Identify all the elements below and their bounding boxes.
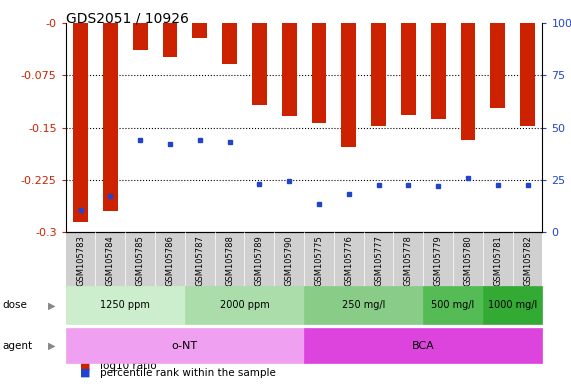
Bar xyxy=(490,23,505,108)
Text: 250 mg/l: 250 mg/l xyxy=(342,300,385,310)
Text: 1250 ppm: 1250 ppm xyxy=(100,300,150,310)
Bar xyxy=(132,23,148,50)
Text: 2000 ppm: 2000 ppm xyxy=(220,300,270,310)
Text: BCA: BCA xyxy=(412,341,435,351)
Bar xyxy=(222,23,237,63)
Bar xyxy=(73,23,88,222)
Text: o-NT: o-NT xyxy=(172,341,198,351)
Bar xyxy=(431,23,445,119)
Bar xyxy=(401,23,416,115)
Text: GDS2051 / 10926: GDS2051 / 10926 xyxy=(66,12,188,25)
Text: ▶: ▶ xyxy=(47,341,55,351)
Bar xyxy=(252,23,267,105)
Bar xyxy=(192,23,207,38)
Text: 1000 mg/l: 1000 mg/l xyxy=(488,300,537,310)
Bar xyxy=(341,23,356,147)
Text: ■: ■ xyxy=(80,361,90,371)
Bar xyxy=(163,23,178,56)
Bar xyxy=(103,23,118,212)
Text: agent: agent xyxy=(3,341,33,351)
Text: ▶: ▶ xyxy=(47,300,55,310)
Bar xyxy=(460,23,476,140)
Text: ■: ■ xyxy=(80,368,90,378)
Text: percentile rank within the sample: percentile rank within the sample xyxy=(100,368,276,378)
Text: log10 ratio: log10 ratio xyxy=(100,361,156,371)
Bar xyxy=(282,23,296,116)
Bar xyxy=(312,23,327,123)
Text: 500 mg/l: 500 mg/l xyxy=(432,300,475,310)
Text: dose: dose xyxy=(3,300,28,310)
Bar xyxy=(371,23,386,126)
Bar xyxy=(520,23,535,126)
